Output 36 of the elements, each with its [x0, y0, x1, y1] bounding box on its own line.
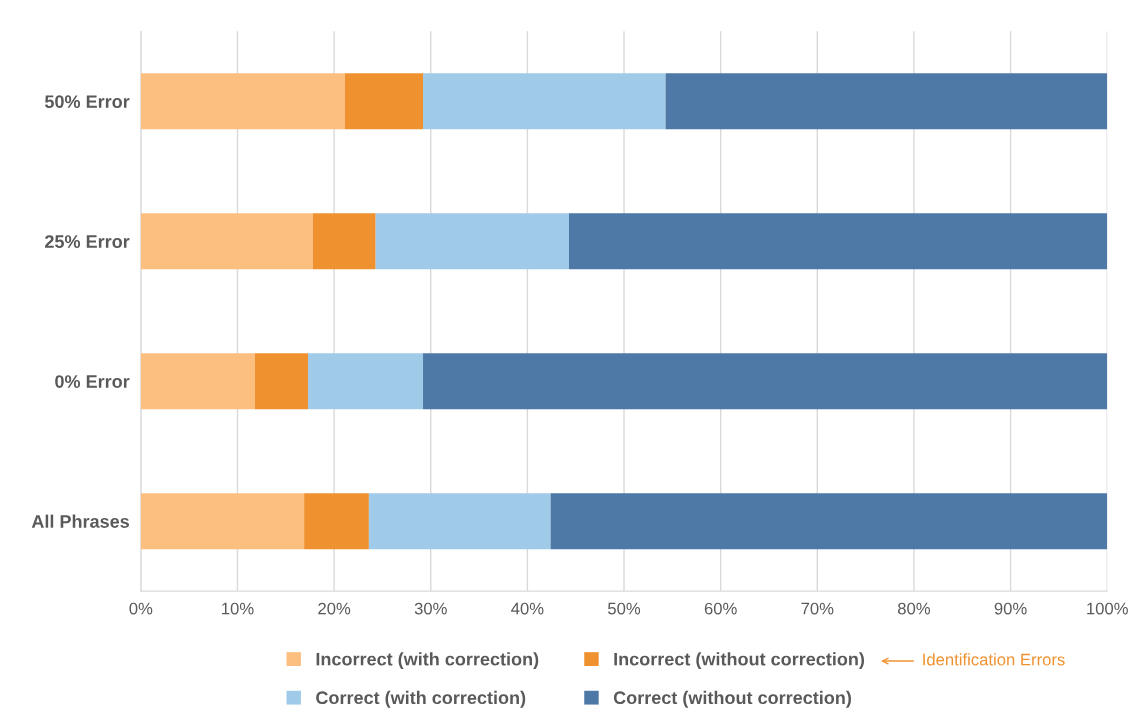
bar [375, 213, 569, 270]
x-tick-label: 60% [704, 602, 737, 615]
bar [140, 493, 305, 550]
legend-label: Correct (with correction) [316, 690, 526, 708]
y-tick-label: All Phrases [31, 514, 129, 528]
x-tick-label: 0% [129, 602, 153, 615]
bar [423, 73, 666, 130]
bar [140, 73, 345, 130]
x-tick-label: 10% [222, 602, 254, 615]
bar [312, 213, 376, 270]
x-tick-label: 70% [801, 602, 834, 615]
bar [568, 213, 1108, 270]
y-tick-label: 50% Error [44, 95, 130, 108]
bar [140, 353, 255, 410]
legend-label: Incorrect (with correction) [316, 652, 539, 670]
x-tick-label: 40% [511, 602, 544, 615]
bar [423, 353, 1108, 410]
bar [304, 493, 369, 550]
bar [254, 353, 309, 410]
y-tick-label: 25% Error [45, 235, 130, 248]
x-tick-label: 30% [414, 602, 447, 615]
text: Identification Errors [923, 653, 1065, 666]
x-tick-label: 80% [897, 602, 931, 615]
x-tick-label: 20% [318, 602, 351, 615]
x-tick-label: 100% [1087, 602, 1128, 615]
bar [368, 493, 551, 550]
bar [308, 353, 424, 410]
bar [665, 73, 1108, 130]
legend-label: Correct (without correction) [613, 690, 851, 708]
y-tick-label: 0% Error [55, 375, 130, 388]
x-tick-label: 90% [994, 602, 1027, 615]
x-tick-label: 50% [608, 602, 641, 615]
bar [344, 73, 424, 130]
legend-label: Incorrect (without correction) [614, 652, 865, 670]
bar [140, 213, 313, 270]
bar [550, 493, 1108, 550]
